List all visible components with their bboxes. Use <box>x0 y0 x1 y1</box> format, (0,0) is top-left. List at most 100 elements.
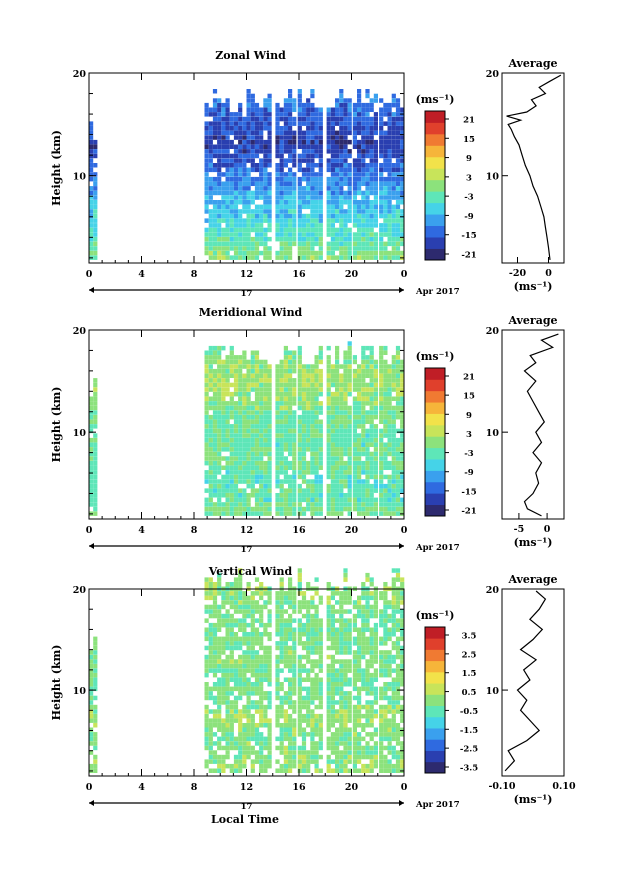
heatmap-cell <box>365 732 370 737</box>
heatmap-cell <box>326 424 331 429</box>
heatmap-cell <box>347 391 352 397</box>
heatmap-cell <box>89 502 94 507</box>
heatmap-cell <box>93 419 98 424</box>
heatmap-cell <box>250 727 255 732</box>
heatmap-cell <box>352 709 357 714</box>
heatmap-cell <box>242 627 247 632</box>
heatmap-cell <box>217 167 222 173</box>
heatmap-cell <box>259 236 264 242</box>
heatmap-cell <box>357 396 362 401</box>
heatmap-cell <box>238 677 243 682</box>
heatmap-cell <box>387 759 392 764</box>
heatmap-cell <box>212 246 218 251</box>
heatmap-cell <box>310 144 315 149</box>
heatmap-cell <box>330 200 335 205</box>
heatmap-cell <box>204 604 209 610</box>
heatmap-cell <box>225 405 230 411</box>
heatmap-cell <box>238 107 243 112</box>
heatmap-cell <box>365 181 370 186</box>
heatmap-cell <box>242 682 247 687</box>
heatmap-cell <box>292 433 297 438</box>
heatmap-cell <box>365 465 370 470</box>
heatmap-cell <box>259 645 264 651</box>
heatmap-cell <box>292 654 297 660</box>
heatmap-cell <box>369 474 374 480</box>
heatmap-cell <box>267 223 272 228</box>
heatmap-cell <box>283 149 288 154</box>
heatmap-cell <box>208 479 213 484</box>
heatmap-cell <box>279 153 284 159</box>
heatmap-cell <box>301 493 307 498</box>
heatmap-cell <box>400 223 405 228</box>
heatmap-cell <box>208 497 213 503</box>
heatmap-cell <box>301 149 307 154</box>
heatmap-cell <box>93 704 98 710</box>
heatmap-cell <box>254 488 260 493</box>
heatmap-cell <box>259 373 264 378</box>
heatmap-cell <box>217 149 222 154</box>
heatmap-cell <box>373 479 378 484</box>
heatmap-cell <box>279 604 284 610</box>
heatmap-cell <box>318 190 323 196</box>
heatmap-cell <box>297 641 302 646</box>
heatmap-cell <box>357 419 362 424</box>
heatmap-cell <box>225 713 230 719</box>
heatmap-cell <box>369 595 374 601</box>
heatmap-cell <box>373 668 378 673</box>
heatmap-cell <box>391 677 396 682</box>
heatmap-cell <box>233 158 239 163</box>
heatmap-cell <box>292 190 297 196</box>
heatmap-cell <box>361 345 366 351</box>
heatmap-cell <box>361 442 366 447</box>
avg-units-label: (ms⁻¹) <box>514 280 553 293</box>
heatmap-cell <box>93 255 98 260</box>
heatmap-cell <box>292 732 297 737</box>
heatmap-cell <box>208 622 213 628</box>
heatmap-cell <box>391 250 396 256</box>
heatmap-cell <box>335 387 340 392</box>
heatmap-cell <box>242 497 247 503</box>
heatmap-cell <box>275 591 280 596</box>
heatmap-cell <box>310 718 315 723</box>
heatmap-cell <box>217 255 222 260</box>
heatmap-cell <box>335 636 340 642</box>
heatmap-cell <box>250 465 255 470</box>
heatmap-cell <box>259 595 264 601</box>
heatmap-cell <box>310 126 315 131</box>
heatmap-cell <box>233 149 239 154</box>
heatmap-cell <box>208 195 213 200</box>
heatmap-cell <box>306 246 311 251</box>
heatmap-cell <box>373 167 378 173</box>
heatmap-cell <box>318 126 323 131</box>
heatmap-cell <box>297 493 302 498</box>
heatmap-cell <box>233 218 239 223</box>
heatmap-cell <box>335 419 340 424</box>
heatmap-cell <box>288 236 293 242</box>
heatmap-cell <box>365 672 370 678</box>
heatmap-cell <box>204 511 209 516</box>
heatmap-cell <box>326 246 331 251</box>
heatmap-cell <box>208 591 213 596</box>
heatmap-cell <box>387 139 392 145</box>
heatmap-cell <box>357 493 362 498</box>
heatmap-cell <box>246 506 251 512</box>
heatmap-cell <box>318 391 323 397</box>
heatmap-cell <box>229 172 234 177</box>
colorbar-units: (ms⁻¹) <box>416 350 455 363</box>
heatmap-cell <box>335 691 340 696</box>
heatmap-cell <box>387 378 392 383</box>
heatmap-cell <box>250 368 255 374</box>
heatmap-cell <box>275 736 280 742</box>
heatmap-cell <box>259 732 264 737</box>
heatmap-cell <box>204 582 209 587</box>
heatmap-cell <box>279 750 284 755</box>
heatmap-cell <box>339 93 344 99</box>
heatmap-cell <box>263 378 268 383</box>
heatmap-cell <box>225 167 230 173</box>
heatmap-cell <box>242 387 247 392</box>
heatmap-cell <box>242 218 247 223</box>
heatmap-cell <box>318 627 323 632</box>
heatmap-cell <box>233 250 239 256</box>
heatmap-cell <box>318 373 323 378</box>
heatmap-cell <box>330 632 335 637</box>
